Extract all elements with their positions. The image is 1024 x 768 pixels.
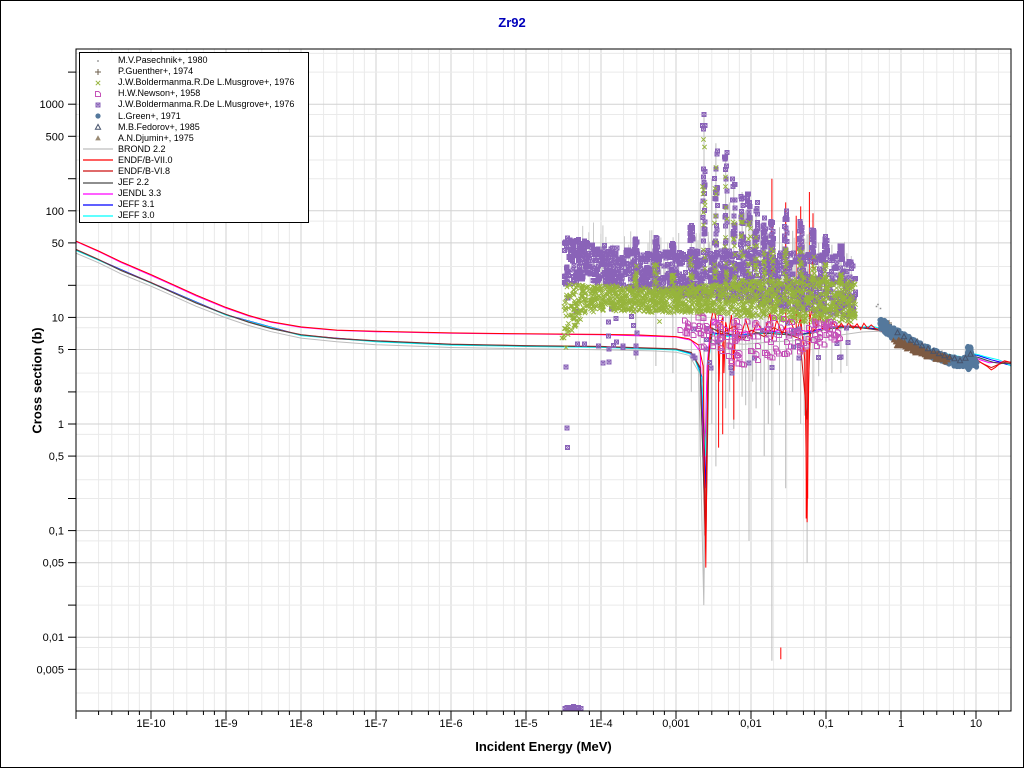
- legend-pent-icon: [95, 90, 101, 97]
- legend-entry-label: BROND 2.2: [118, 143, 166, 154]
- legend-entry-13: JEFF 3.1: [80, 199, 308, 210]
- y-tick-label: 10: [52, 312, 64, 324]
- x-tick-label: 0,1: [818, 718, 833, 730]
- legend-entry-6: M.B.Fedorov+, 1985: [80, 122, 308, 133]
- x-axis-title: Incident Energy (MeV): [475, 739, 612, 754]
- legend-entry-label: JEFF 3.0: [118, 210, 155, 221]
- scatter-boldermanma-musgrove-1976-squares: [562, 112, 858, 711]
- legend-entry-1: P.Guenther+, 1974: [80, 66, 308, 77]
- legend-entry-label: JEF 2.2: [118, 177, 150, 188]
- legend-line-icon: [83, 204, 113, 206]
- legend-entry-label: ENDF/B-VII.0: [118, 154, 173, 165]
- legend-entry-label: ENDF/B-VI.8: [118, 165, 171, 176]
- legend-entry-label: J.W.Boldermanma.R.De L.Musgrove+, 1976: [118, 99, 295, 110]
- legend-line-icon: [83, 148, 113, 150]
- curve-BROND 2.2: [76, 252, 1011, 606]
- x-tick-label: 0,01: [740, 718, 761, 730]
- legend-entry-8: BROND 2.2: [80, 144, 308, 155]
- legend-line-icon: [83, 215, 113, 217]
- scatter-newson-1958: [677, 313, 843, 368]
- y-tick-label: 0,01: [43, 632, 64, 644]
- legend-line-icon: [83, 193, 113, 195]
- legend-entry-10: ENDF/B-VI.8: [80, 166, 308, 177]
- chart-title: Zr92: [498, 15, 526, 30]
- legend-boxtimes-icon: [95, 102, 101, 108]
- legend-entry-11: JEF 2.2: [80, 177, 308, 188]
- y-axis-title: Cross section (b): [29, 327, 45, 434]
- legend-circle-icon: [95, 113, 101, 119]
- legend-line-icon: [83, 159, 113, 162]
- y-tick-label: 0,05: [43, 558, 64, 570]
- y-tick-label: 500: [46, 131, 64, 143]
- y-tick-label: 0,005: [36, 664, 64, 676]
- legend-entry-14: JEFF 3.0: [80, 210, 308, 221]
- legend-line-icon: [83, 181, 113, 184]
- x-tick-label: 1E-7: [364, 718, 387, 730]
- plot-frame: [75, 48, 1012, 712]
- curve-JEFF 3.0: [76, 249, 1011, 457]
- legend-entry-3: H.W.Newson+, 1958: [80, 88, 308, 99]
- legend-entry-0: M.V.Pasechnik+, 1980: [80, 55, 308, 66]
- x-tick-label: 1E-8: [289, 718, 312, 730]
- legend: M.V.Pasechnik+, 1980 P.Guenther+, 1974 J.W…: [79, 52, 309, 223]
- scatter-fedorov-1985: [894, 328, 974, 364]
- legend-entry-label: H.W.Newson+, 1958: [118, 88, 201, 99]
- x-tick-label: 0,001: [662, 718, 690, 730]
- x-tick-label: 1E-4: [589, 718, 612, 730]
- x-tick-label: 10: [970, 718, 982, 730]
- legend-entry-9: ENDF/B-VII.0: [80, 155, 308, 166]
- x-tick-label: 1E-6: [439, 718, 462, 730]
- curve-ENDF/B-VII.0: [76, 240, 1011, 568]
- curve-JEF 2.2: [76, 249, 1011, 548]
- y-tick-label: 5: [58, 344, 64, 356]
- legend-line-icon: [83, 170, 113, 173]
- legend-entry-7: A.N.Djumin+, 1975: [80, 133, 308, 144]
- legend-entry-2: J.W.Boldermanma.R.De L.Musgrove+, 1976: [80, 77, 308, 88]
- y-tick-label: 100: [46, 206, 64, 218]
- x-tick-label: 1: [898, 718, 904, 730]
- legend-tri-icon: [95, 135, 101, 141]
- legend-entry-label: M.B.Fedorov+, 1985: [118, 121, 200, 132]
- legend-entry-label: P.Guenther+, 1974: [118, 66, 194, 77]
- legend-plus-icon: [95, 68, 101, 75]
- y-tick-label: 50: [52, 238, 64, 250]
- x-tick-label: 1E-10: [136, 718, 165, 730]
- curve-JENDL 3.3: [76, 241, 1011, 473]
- legend-dot-icon: [97, 59, 99, 62]
- legend-entry-label: JEFF 3.1: [118, 199, 155, 210]
- legend-opentri-icon: [94, 123, 102, 130]
- scatter-djumin-1975: [890, 336, 953, 365]
- y-tick-label: 1000: [40, 99, 64, 111]
- x-tick-label: 1E-5: [514, 718, 537, 730]
- legend-entry-label: M.V.Pasechnik+, 1980: [118, 55, 208, 66]
- y-tick-label: 0,5: [49, 451, 64, 463]
- scatter-green-1971: [877, 316, 980, 373]
- y-tick-label: 1: [58, 419, 64, 431]
- legend-entry-label: L.Green+, 1971: [118, 110, 181, 121]
- y-tick-label: 0,1: [49, 526, 64, 538]
- legend-entry-label: A.N.Djumin+, 1975: [118, 132, 194, 143]
- legend-entry-label: JENDL 3.3: [118, 188, 162, 199]
- scatter-boldermanma-musgrove-1976-crosses: [559, 136, 859, 351]
- legend-x-icon: [95, 80, 101, 86]
- x-tick-label: 1E-9: [214, 718, 237, 730]
- legend-entry-12: JENDL 3.3: [80, 188, 308, 199]
- legend-entry-4: J.W.Boldermanma.R.De L.Musgrove+, 1976: [80, 99, 308, 110]
- scatter-pasechnik-1980: [875, 303, 882, 310]
- axis-ticks: 1E-10 1E-9 1E-8 1E-7 1E-6 1E-5 1E-4 0,001 0,01 0,…: [36, 71, 1000, 730]
- plot-data-area: [76, 112, 1011, 711]
- legend-entry-5: L.Green+, 1971: [80, 110, 308, 121]
- legend-entry-label: J.W.Boldermanma.R.De L.Musgrove+, 1976: [118, 77, 295, 88]
